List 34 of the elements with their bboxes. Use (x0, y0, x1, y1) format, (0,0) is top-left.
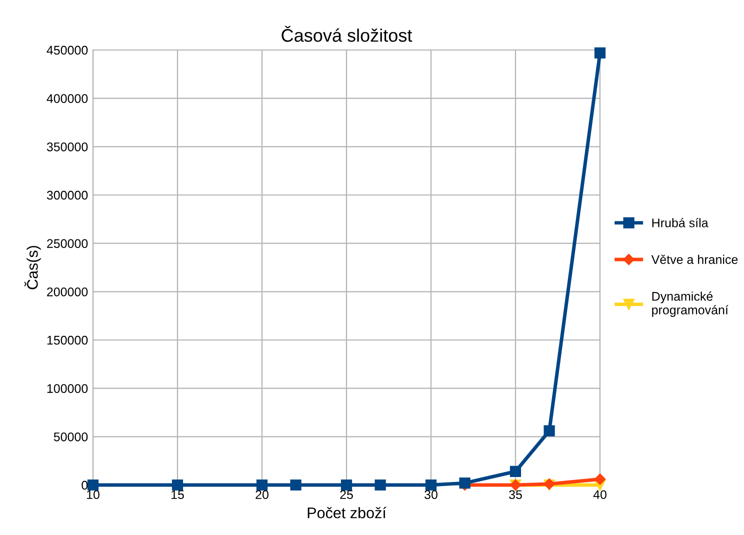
chart-title: Časová složitost (282, 26, 412, 42)
legend-label: Dynamické programování (652, 291, 728, 317)
x-tick-label: 15 (172, 490, 184, 500)
point (544, 425, 555, 436)
point (594, 474, 606, 485)
point (172, 479, 184, 491)
y-tick-label: 350000 (46, 142, 88, 152)
point (594, 47, 606, 58)
legend-label: Větve a hranice (651, 254, 738, 264)
x-tick-label: 25 (340, 490, 353, 500)
y-tick-label: 150000 (47, 336, 88, 345)
y-tick-label: 450000 (46, 46, 88, 55)
point (340, 479, 352, 491)
y-tick-label: 300000 (46, 190, 88, 200)
y-tick-label: 50000 (54, 432, 88, 442)
point (374, 479, 386, 491)
y-tick-label: 100000 (47, 384, 88, 393)
point (425, 479, 437, 491)
y-tick-label: 400000 (46, 94, 88, 103)
x-tick-label: 10 (87, 490, 100, 500)
x-tick-label: 35 (509, 490, 522, 500)
legend-label: Hrubá síla (652, 218, 708, 228)
x-axis-title: Počet zboží (308, 506, 386, 518)
x-tick-label: 40 (593, 490, 606, 500)
x-tick-label: 20 (256, 490, 268, 500)
x-tick-label: 30 (424, 490, 438, 500)
point (87, 479, 99, 491)
y-tick-label: 250000 (47, 239, 88, 248)
y-tick-label: 0 (82, 480, 88, 490)
y-tick-label: 200000 (47, 287, 88, 296)
point (510, 466, 522, 478)
y-axis-title: Čas(s) (24, 246, 41, 290)
point (256, 479, 268, 491)
point (290, 479, 302, 491)
